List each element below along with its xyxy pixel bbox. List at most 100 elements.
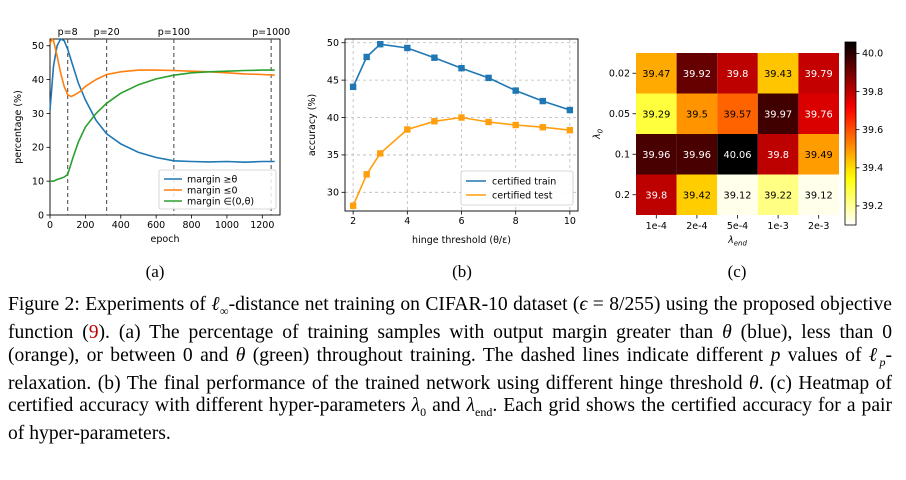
heatmap-cell bbox=[757, 93, 799, 134]
series-line bbox=[49, 37, 275, 164]
panel-label-b: (b) bbox=[452, 262, 472, 281]
y-tick-label: 40 bbox=[32, 75, 44, 86]
colorbar-tick-label: 39.4 bbox=[862, 163, 883, 174]
x-tick-label: 8 bbox=[513, 216, 519, 227]
legend-label: margin ≤0 bbox=[187, 185, 238, 196]
x-tick-label: 10 bbox=[564, 216, 576, 227]
data-point-marker bbox=[349, 202, 357, 209]
y-tick-label: 50 bbox=[327, 38, 339, 49]
heatmap-cell-label: 39.5 bbox=[686, 109, 708, 120]
heatmap-cell-label: 39.57 bbox=[723, 109, 751, 120]
heatmap-cell bbox=[798, 174, 839, 215]
heatmap-cell-label: 39.12 bbox=[723, 190, 751, 201]
data-point-marker bbox=[566, 127, 574, 134]
p-value-label: p=20 bbox=[94, 27, 120, 38]
heatmap-cell-label: 39.8 bbox=[727, 69, 749, 80]
series-line bbox=[352, 43, 571, 111]
data-point-marker bbox=[566, 106, 574, 114]
legend-box bbox=[460, 170, 574, 206]
y-tick-label: 35 bbox=[327, 150, 339, 161]
x-tick-label: 1e-3 bbox=[767, 221, 788, 232]
legend-label: certified train bbox=[492, 176, 556, 187]
data-point-marker bbox=[431, 54, 438, 61]
heatmap-cell-label: 39.92 bbox=[683, 69, 711, 80]
x-tick-label: 800 bbox=[182, 220, 200, 231]
x-tick-label: 2e-3 bbox=[808, 221, 829, 232]
heatmap-cell bbox=[676, 53, 718, 94]
heatmap-cell bbox=[717, 134, 758, 175]
p-value-label: p=1000 bbox=[252, 27, 290, 38]
heatmap-cell-label: 39.8 bbox=[767, 150, 789, 161]
heatmap-cell bbox=[636, 174, 677, 215]
p-value-label: p=100 bbox=[158, 27, 190, 38]
x-tick-label: 2 bbox=[350, 216, 356, 227]
figure-label: Figure 2: bbox=[8, 294, 80, 315]
colorbar-tick-label: 39.6 bbox=[862, 125, 883, 136]
data-point-marker bbox=[404, 44, 411, 52]
heatmap-cell-label: 39.22 bbox=[764, 190, 792, 201]
colorbar-tick-label: 39.8 bbox=[862, 87, 883, 98]
y-tick-label: 50 bbox=[32, 41, 44, 52]
heatmap-cell-label: 39.79 bbox=[805, 69, 833, 80]
plot-frame bbox=[49, 38, 281, 216]
p-value-label: p=8 bbox=[58, 27, 78, 38]
data-point-marker bbox=[363, 53, 370, 61]
heatmap-cell bbox=[717, 53, 758, 94]
heatmap-cell bbox=[676, 174, 718, 215]
heatmap-cell-label: 39.12 bbox=[805, 190, 833, 201]
figure-caption: Figure 2: Experiments of ℓ∞-distance net… bbox=[8, 294, 893, 445]
x-tick-label: 1200 bbox=[250, 220, 274, 231]
colorbar-tick-label: 40.0 bbox=[862, 49, 883, 60]
data-point-marker bbox=[485, 74, 492, 82]
y-tick-label: 45 bbox=[327, 75, 339, 86]
legend-label: certified test bbox=[492, 190, 553, 201]
x-tick-label: 6 bbox=[458, 216, 464, 227]
heatmap-cell bbox=[636, 134, 677, 175]
heatmap-cell-label: 39.43 bbox=[764, 69, 792, 80]
x-tick-label: 600 bbox=[147, 220, 165, 231]
figure-panels: 0 200 400 600 800 1000 1200 0 10 20 30 40 50 epoch per… bbox=[13, 27, 883, 281]
panel-label-c: (c) bbox=[728, 262, 747, 281]
data-point-marker bbox=[431, 118, 438, 125]
colorbar bbox=[844, 41, 857, 226]
x-axis-label: hinge threshold (θ/ε) bbox=[412, 235, 511, 246]
heatmap-cell bbox=[798, 134, 839, 175]
y-tick-label: 0 bbox=[38, 210, 44, 221]
heatmap-cell bbox=[757, 134, 799, 175]
data-point-marker bbox=[363, 171, 370, 178]
heatmap-cell bbox=[636, 53, 677, 94]
y-tick-label: 20 bbox=[32, 143, 44, 154]
data-point-marker bbox=[377, 41, 384, 48]
heatmap-cell-label: 40.06 bbox=[723, 150, 751, 161]
x-tick-label: 4 bbox=[404, 216, 410, 227]
panel-c-heatmap: 39.47 39.92 39.8 39.43 39.79 39.29 39.5 39.57 39… bbox=[592, 41, 883, 248]
x-tick-label: 400 bbox=[112, 220, 130, 231]
y-axis-label: accuracy (%) bbox=[307, 94, 318, 156]
data-point-marker bbox=[404, 126, 411, 133]
y-tick-label: 0.02 bbox=[609, 69, 630, 80]
data-point-marker bbox=[349, 83, 357, 91]
y-axis-label: percentage (%) bbox=[13, 90, 24, 164]
series-line bbox=[352, 116, 570, 207]
heatmap-cell-label: 39.42 bbox=[683, 190, 711, 201]
y-tick-label: 30 bbox=[32, 109, 44, 120]
heatmap-cell bbox=[757, 53, 799, 94]
heatmap-cell bbox=[676, 93, 718, 134]
data-point-marker bbox=[485, 118, 492, 126]
data-point-marker bbox=[458, 114, 465, 121]
y-tick-label: 30 bbox=[327, 188, 339, 199]
heatmap-cell bbox=[757, 174, 799, 215]
series-line bbox=[50, 69, 275, 182]
colorbar-tick-label: 39.2 bbox=[862, 201, 883, 212]
y-tick-label: 0.05 bbox=[609, 109, 630, 120]
panel-label-a: (a) bbox=[146, 262, 165, 281]
heatmap-cell bbox=[798, 53, 839, 94]
equation-reference-link[interactable]: 9 bbox=[88, 322, 99, 344]
data-point-marker bbox=[539, 97, 546, 105]
heatmap-cell-label: 39.29 bbox=[642, 109, 670, 120]
data-point-marker bbox=[458, 64, 465, 72]
heatmap-cell bbox=[798, 93, 839, 134]
panel-a-line-chart: 0 200 400 600 800 1000 1200 0 10 20 30 40 50 epoch per… bbox=[13, 27, 290, 245]
data-point-marker bbox=[512, 121, 519, 129]
